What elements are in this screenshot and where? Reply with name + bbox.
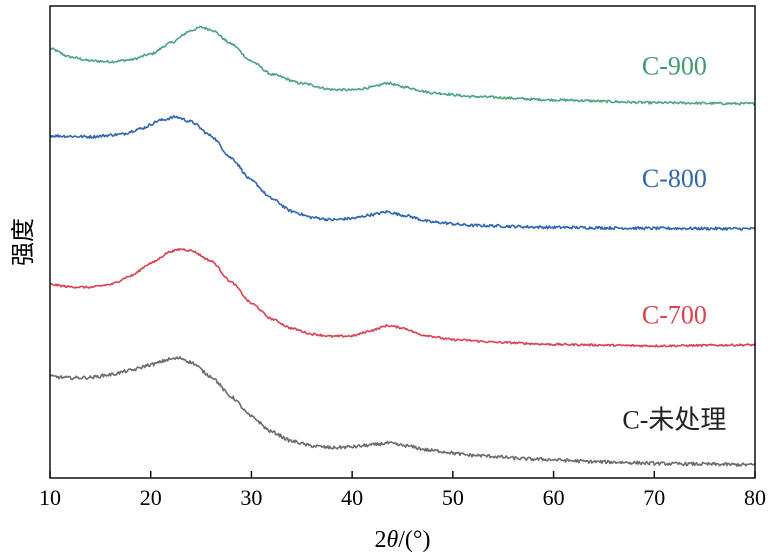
x-tick-label: 70: [643, 485, 665, 510]
x-tick-label: 80: [744, 485, 766, 510]
series-label-0: C-900: [642, 51, 707, 80]
x-tick-label: 60: [543, 485, 565, 510]
series-label-2: C-700: [642, 301, 707, 330]
series-layer: [50, 27, 755, 467]
x-tick-label: 10: [39, 485, 61, 510]
series-label-3: C-未处理: [622, 405, 726, 434]
x-tick-label: 20: [140, 485, 162, 510]
x-axis-label: 2θ/(°): [374, 527, 430, 553]
y-axis-label: 强度: [10, 218, 37, 266]
series-label-1: C-800: [642, 164, 707, 193]
label-layer: C-900 C-800 C-700 C-未处理: [622, 51, 726, 434]
x-tick-label: 40: [341, 485, 363, 510]
x-axis-label-suffix: /(°): [398, 527, 430, 553]
tick-layer: 10 20 30 40 50 60 70 80: [39, 471, 766, 510]
chart: 10 20 30 40 50 60 70 80 C-900 C-800 C-700 C-未处理 2θ…: [0, 0, 775, 557]
x-axis-label-variable: θ: [386, 527, 398, 553]
x-tick-label: 30: [240, 485, 262, 510]
x-axis-label-prefix: 2: [374, 527, 386, 553]
x-tick-label: 50: [442, 485, 464, 510]
series-line-2: [50, 249, 755, 347]
